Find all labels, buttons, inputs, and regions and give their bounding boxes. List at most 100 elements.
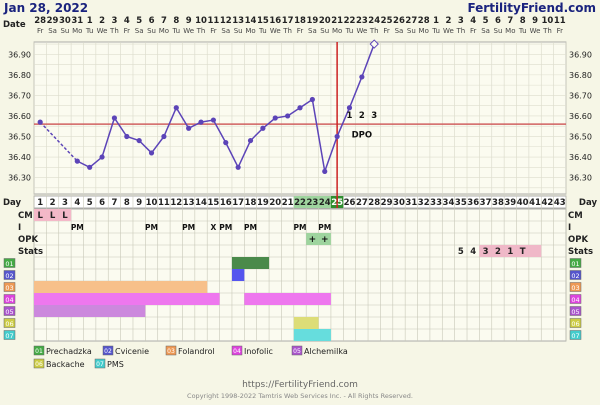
weekday-label: We xyxy=(530,27,541,35)
weekday-label: Mo xyxy=(159,27,169,35)
symptom-code-badge xyxy=(3,330,16,340)
weekday-label: Tu xyxy=(85,27,94,35)
symptom-code-badge xyxy=(569,258,582,268)
symptom-code: 03 xyxy=(571,284,579,292)
weekday-label: We xyxy=(183,27,194,35)
legend-label: Alchemilka xyxy=(304,347,348,356)
brand-label: FertilityFriend.com xyxy=(467,1,596,15)
weekday-label: We xyxy=(97,27,108,35)
cycle-day-label: 38 xyxy=(492,198,504,208)
cycle-day-label: 42 xyxy=(542,198,554,208)
cycle-day-label: 6 xyxy=(99,198,105,208)
weekday-label: Th xyxy=(282,27,292,35)
date-label: 18 xyxy=(294,16,306,26)
weekday-label: Fr xyxy=(210,27,217,35)
cycle-day-label: 3 xyxy=(62,198,68,208)
y-tick-right: 36.30 xyxy=(569,174,592,183)
opk-mark: + xyxy=(321,235,329,245)
date-label: 10 xyxy=(542,16,554,26)
temperature-line-segment xyxy=(101,117,116,158)
cycle-day-label: 41 xyxy=(529,198,541,208)
symptom-cell xyxy=(244,293,331,305)
intercourse-mark: PM xyxy=(294,223,307,232)
symptom-code-badge xyxy=(569,318,582,328)
cycle-day-label: 15 xyxy=(207,198,219,208)
weekday-label: Mo xyxy=(245,27,255,35)
weekday-label: Fr xyxy=(297,27,304,35)
weekday-label: Sa xyxy=(221,27,230,35)
cycle-day-label: 8 xyxy=(124,198,130,208)
weekday-label: Tu xyxy=(258,27,267,35)
temperature-point xyxy=(161,133,167,140)
temperature-point xyxy=(186,125,192,131)
legend-swatch xyxy=(33,345,45,356)
dpo-number: 2 xyxy=(359,111,365,121)
cycle-day-label: 31 xyxy=(405,198,417,208)
stats-mark: T xyxy=(520,247,526,257)
temperature-line-segment xyxy=(324,136,338,172)
legend-code: 03 xyxy=(167,348,175,355)
date-label: 5 xyxy=(483,16,489,26)
symptom-code-badge xyxy=(569,270,582,280)
date-label: 10 xyxy=(195,16,207,26)
stats-cell xyxy=(528,245,542,257)
weekday-label: Sa xyxy=(48,27,57,35)
temperature-point xyxy=(148,150,155,156)
symptom-code-badge xyxy=(569,306,582,316)
temperature-plot-area xyxy=(33,41,567,195)
weekday-label: Fr xyxy=(124,27,131,35)
weekday-label: Sa xyxy=(135,27,144,35)
cycle-day-label: 7 xyxy=(111,198,117,208)
temperature-point xyxy=(37,119,43,125)
date-label: 22 xyxy=(344,16,356,26)
temperature-point xyxy=(334,133,340,140)
day-row-label-right: Day xyxy=(579,198,598,208)
date-label: 14 xyxy=(245,16,257,26)
cycle-day-label: 18 xyxy=(245,198,257,208)
cycle-day-label: 32 xyxy=(418,198,430,208)
cycle-day-label: 43 xyxy=(554,198,566,208)
cycle-day-label: 10 xyxy=(146,198,158,208)
temperature-point xyxy=(87,164,93,170)
temperature-point xyxy=(136,137,142,144)
date-label: 1 xyxy=(87,16,93,26)
legend-code: 05 xyxy=(293,348,301,355)
temperature-point xyxy=(124,133,130,140)
symptom-code: 05 xyxy=(571,308,579,316)
date-label: 28 xyxy=(418,16,430,26)
weekday-label: Su xyxy=(494,27,503,35)
date-label: 30 xyxy=(59,16,71,26)
footer-copyright: Copyright 1998-2022 Tamtris Web Services… xyxy=(187,392,413,400)
symptom-cell xyxy=(34,305,146,317)
weekday-label: Mo xyxy=(419,27,429,35)
date-row-label: Date xyxy=(3,20,26,30)
weekday-label: Su xyxy=(407,27,416,35)
chart-title: Jan 28, 2022 xyxy=(3,1,88,15)
date-label: 8 xyxy=(520,16,526,26)
date-label: 16 xyxy=(269,16,281,26)
symptom-cell xyxy=(231,257,270,269)
legend-label: Prechadzka xyxy=(46,347,92,356)
date-label: 8 xyxy=(173,16,179,26)
y-tick-right: 36.40 xyxy=(569,153,592,162)
legend-label: PMS xyxy=(107,360,124,369)
legend-label: Backache xyxy=(46,360,85,369)
weekday-label: Fr xyxy=(470,27,477,35)
symptom-code: 01 xyxy=(571,260,579,268)
cm-row-label-right: CM xyxy=(568,211,583,221)
legend-label: Inofolic xyxy=(244,347,273,356)
intercourse-mark: PM xyxy=(145,223,158,232)
legend-swatch xyxy=(165,345,177,356)
legend-swatch xyxy=(231,345,243,356)
cycle-day-label: 2 xyxy=(50,198,56,208)
temperature-line-segment xyxy=(138,140,153,154)
date-label: 15 xyxy=(257,16,269,26)
date-label: 27 xyxy=(405,16,417,26)
weekday-label: We xyxy=(443,27,454,35)
legend-swatch xyxy=(102,345,114,356)
weekday-label: Su xyxy=(234,27,243,35)
temperature-point xyxy=(346,105,353,111)
symptom-cell xyxy=(34,281,195,293)
weekday-label: We xyxy=(270,27,281,35)
weekday-label: Sa xyxy=(395,27,404,35)
